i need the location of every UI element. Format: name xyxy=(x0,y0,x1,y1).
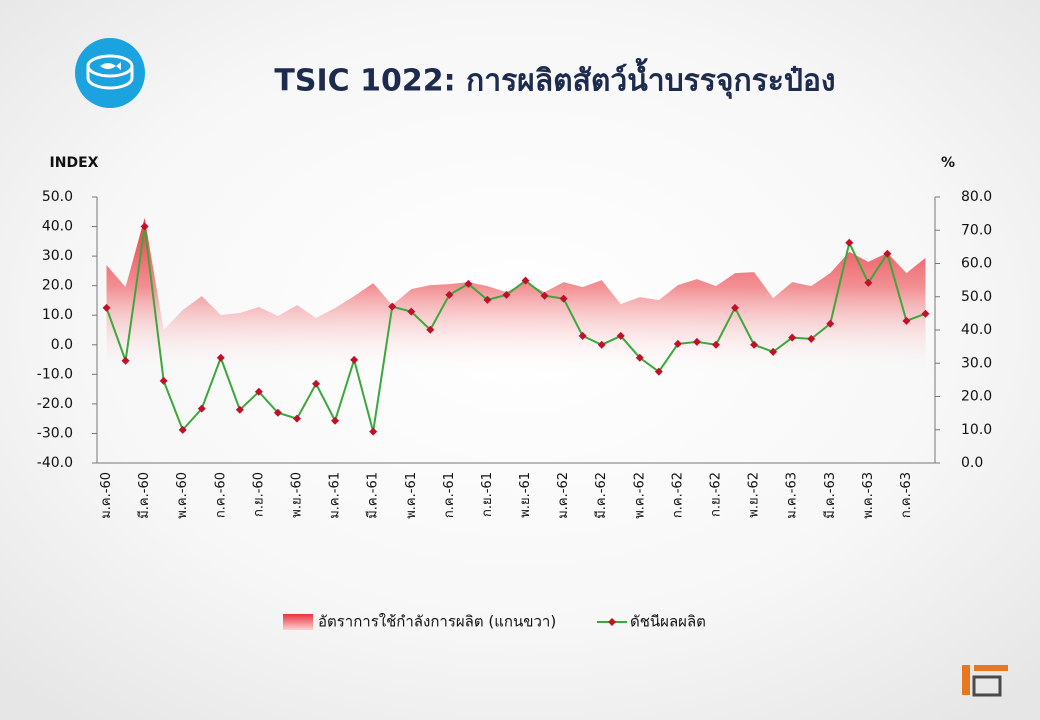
marker xyxy=(864,278,873,287)
x-tick-label: มี.ค.-60 xyxy=(136,472,152,519)
marker xyxy=(197,404,206,413)
marker xyxy=(883,249,892,258)
marker xyxy=(350,355,359,364)
legend-label: อัตราการใช้กำลังการผลิต (แกนขวา) xyxy=(318,613,556,631)
logo xyxy=(962,665,1008,697)
y-tick-label: -10.0 xyxy=(37,366,73,382)
marker xyxy=(902,316,911,325)
y-tick-label: -40.0 xyxy=(37,455,73,471)
marker xyxy=(388,302,397,311)
y-tick-label: 20.0 xyxy=(42,278,73,294)
y2-tick-label: 10.0 xyxy=(961,422,992,438)
marker xyxy=(369,427,378,436)
marker xyxy=(559,294,568,303)
x-tick-label: พ.ค.-63 xyxy=(861,472,876,519)
y2-axis-title: % xyxy=(941,155,955,171)
marker xyxy=(426,325,435,334)
x-tick-label: มี.ค.-62 xyxy=(593,472,609,519)
x-tick-label: ก.ย.-61 xyxy=(480,472,495,517)
marker xyxy=(769,347,778,356)
line xyxy=(105,226,926,432)
y2-tick-label: 60.0 xyxy=(961,256,992,272)
x-tick-label: ก.ย.-60 xyxy=(251,472,266,517)
marker xyxy=(731,303,740,312)
marker xyxy=(654,367,663,376)
x-tick-label: พ.ย.-62 xyxy=(747,472,762,518)
chart-title: TSIC 1022: การผลิตสัตว์น้ำบรรจุกระป๋อง xyxy=(274,58,835,100)
marker xyxy=(673,339,682,348)
marker xyxy=(521,276,530,285)
marker xyxy=(711,340,720,349)
y-tick-label: 10.0 xyxy=(42,307,73,323)
x-tick-label: ม.ค.-63 xyxy=(785,472,800,519)
x-tick-label: ก.ค.-63 xyxy=(899,472,914,518)
marker xyxy=(692,337,701,346)
y-tick-label: -30.0 xyxy=(37,425,73,441)
can-icon xyxy=(75,38,145,108)
area xyxy=(106,217,926,463)
marker xyxy=(312,379,321,388)
y-tick-label: 30.0 xyxy=(42,248,73,264)
marker xyxy=(540,291,549,300)
marker xyxy=(483,295,492,304)
x-tick-label: พ.ค.-62 xyxy=(632,472,647,519)
x-tick-label: ก.ค.-60 xyxy=(213,472,228,518)
y-axis-title: INDEX xyxy=(50,155,99,171)
x-tick-label: พ.ย.-61 xyxy=(518,472,533,518)
x-tick-label: ม.ค.-61 xyxy=(328,472,343,519)
marker xyxy=(140,222,149,231)
legend: อัตราการใช้กำลังการผลิต (แกนขวา) ดัชนีผลผ… xyxy=(283,613,706,631)
y2-tick-label: 40.0 xyxy=(961,322,992,338)
x-tick-label: พ.ค.-60 xyxy=(175,472,190,519)
marker xyxy=(578,331,587,340)
marker xyxy=(292,414,301,423)
marker xyxy=(464,279,473,288)
marker xyxy=(616,331,625,340)
y2-tick-label: 20.0 xyxy=(961,389,992,405)
marker xyxy=(254,387,263,396)
marker xyxy=(788,333,797,342)
y2-tick-label: 0.0 xyxy=(961,455,983,471)
legend-label: ดัชนีผลผลิต xyxy=(630,613,706,631)
marker xyxy=(807,334,816,343)
marker xyxy=(216,353,225,362)
marker xyxy=(235,405,244,414)
x-tick-label: พ.ค.-61 xyxy=(404,472,419,519)
marker xyxy=(921,309,930,318)
x-tick-label: มี.ค.-61 xyxy=(365,472,381,519)
marker xyxy=(121,356,130,365)
x-tick-label: ก.ค.-62 xyxy=(670,472,685,518)
y-tick-label: 0.0 xyxy=(51,337,73,353)
marker xyxy=(750,340,759,349)
marker xyxy=(502,290,511,299)
y-tick-label: 50.0 xyxy=(42,189,73,205)
marker xyxy=(845,238,854,247)
y2-tick-label: 50.0 xyxy=(961,289,992,305)
x-tick-label: ม.ค.-60 xyxy=(99,472,114,519)
y2-tick-label: 70.0 xyxy=(961,222,992,238)
marker xyxy=(445,290,454,299)
marker xyxy=(102,303,111,312)
y-tick-label: 40.0 xyxy=(42,219,73,235)
y2-tick-label: 80.0 xyxy=(961,189,992,205)
legend-swatch xyxy=(283,614,313,630)
marker xyxy=(407,307,416,316)
marker xyxy=(159,376,168,385)
y2-tick-label: 30.0 xyxy=(961,355,992,371)
marker xyxy=(178,425,187,434)
x-tick-label: พ.ย.-60 xyxy=(289,472,304,518)
marker xyxy=(273,408,282,417)
x-tick-label: ม.ค.-62 xyxy=(556,472,571,519)
x-tick-label: ก.ย.-62 xyxy=(708,472,723,517)
x-tick-label: มี.ค.-63 xyxy=(822,472,838,519)
marker xyxy=(826,319,835,328)
legend-marker xyxy=(608,618,616,626)
y-tick-label: -20.0 xyxy=(37,396,73,412)
marker xyxy=(597,340,606,349)
x-tick-label: ก.ค.-61 xyxy=(442,472,457,518)
marker xyxy=(331,416,340,425)
marker xyxy=(635,353,644,362)
